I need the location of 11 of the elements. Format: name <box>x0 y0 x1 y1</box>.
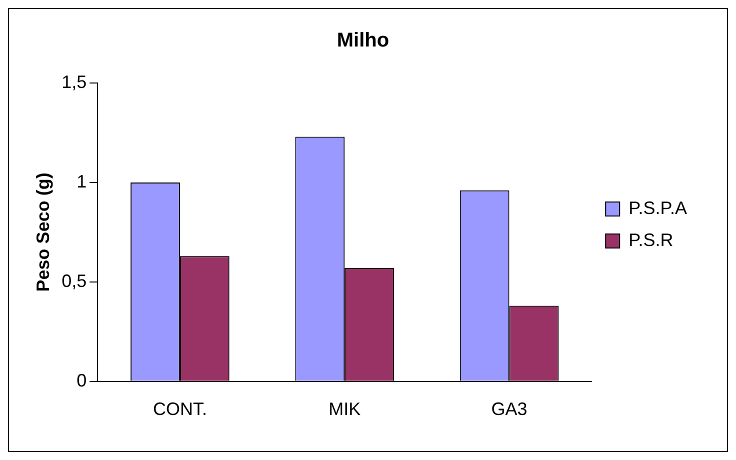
x-tick-label: GA3 <box>491 399 528 420</box>
y-axis-title: Peso Seco (g) <box>32 172 53 292</box>
chart-title: Milho <box>336 30 390 52</box>
x-tick-label: MIK <box>328 399 361 420</box>
y-tick-label: 0 <box>76 370 87 390</box>
y-tick-label: 1 <box>76 171 87 192</box>
legend-label: P.S.P.A <box>628 198 688 218</box>
legend-label: P.S.R <box>628 230 674 250</box>
y-tick-label: 0,5 <box>62 270 87 291</box>
y-tick-label: 1,5 <box>62 72 87 92</box>
x-tick-label: CONT. <box>152 399 207 420</box>
